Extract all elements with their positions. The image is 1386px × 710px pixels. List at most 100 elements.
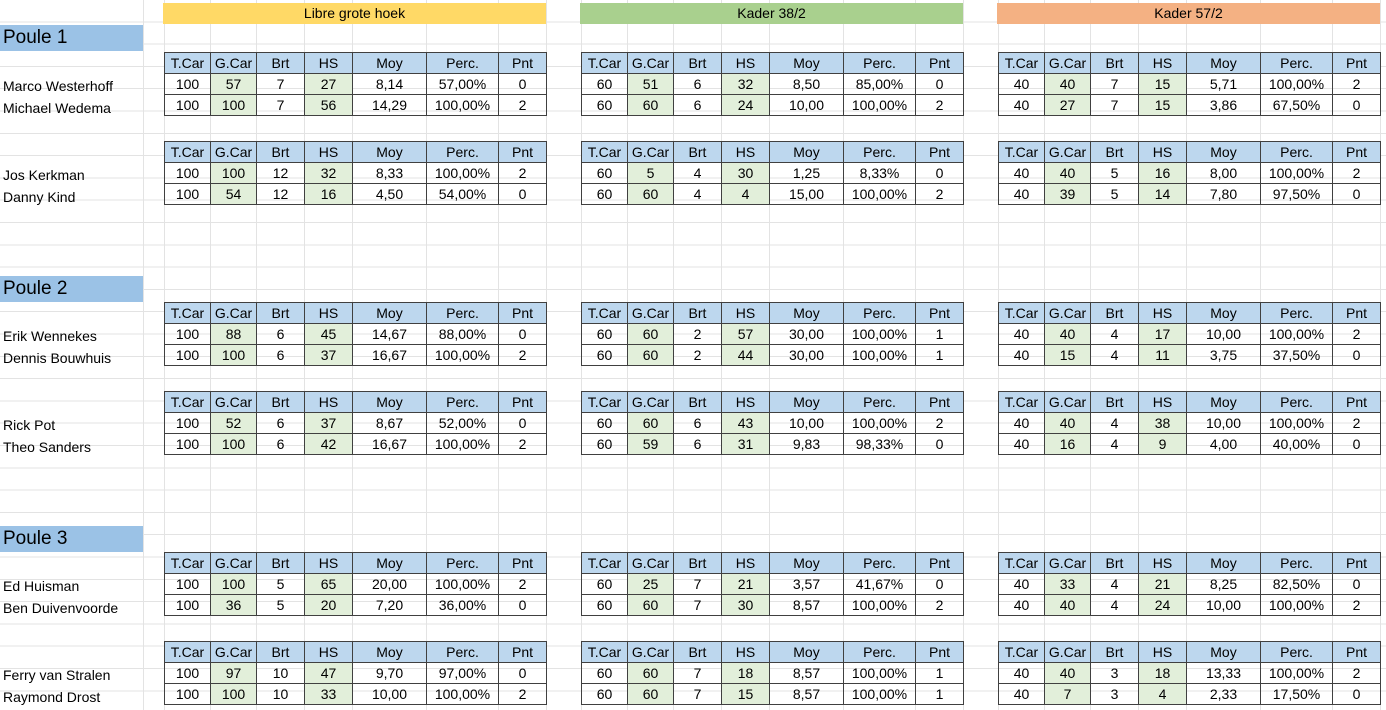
score-cell[interactable]: 11 bbox=[1138, 344, 1187, 366]
score-cell[interactable]: 32 bbox=[721, 73, 770, 95]
score-cell[interactable]: 100 bbox=[164, 94, 211, 116]
score-cell[interactable]: 2 bbox=[673, 323, 722, 345]
score-cell[interactable]: 60 bbox=[627, 683, 674, 705]
score-cell[interactable]: 100,00% bbox=[843, 662, 916, 684]
score-cell[interactable]: 4 bbox=[1090, 573, 1139, 595]
score-cell[interactable]: 17,50% bbox=[1260, 683, 1333, 705]
score-cell[interactable]: 9,70 bbox=[352, 662, 427, 684]
score-cell[interactable]: 6 bbox=[673, 412, 722, 434]
score-cell[interactable]: 31 bbox=[721, 433, 770, 455]
score-cell[interactable]: 57 bbox=[210, 73, 257, 95]
score-cell[interactable]: 40 bbox=[998, 183, 1045, 205]
score-cell[interactable]: 2 bbox=[915, 412, 964, 434]
score-cell[interactable]: 15 bbox=[1044, 344, 1091, 366]
score-cell[interactable]: 2 bbox=[498, 94, 547, 116]
score-cell[interactable]: 40 bbox=[1044, 73, 1091, 95]
score-cell[interactable]: 0 bbox=[1332, 94, 1381, 116]
score-cell[interactable]: 100,00% bbox=[1260, 412, 1333, 434]
score-cell[interactable]: 0 bbox=[498, 662, 547, 684]
score-cell[interactable]: 40 bbox=[998, 594, 1045, 616]
score-cell[interactable]: 7 bbox=[256, 94, 305, 116]
score-cell[interactable]: 14 bbox=[1138, 183, 1187, 205]
score-cell[interactable]: 2 bbox=[915, 94, 964, 116]
score-cell[interactable]: 0 bbox=[498, 183, 547, 205]
score-cell[interactable]: 7 bbox=[1090, 73, 1139, 95]
score-cell[interactable]: 60 bbox=[627, 183, 674, 205]
score-cell[interactable]: 100 bbox=[164, 183, 211, 205]
score-cell[interactable]: 40 bbox=[998, 94, 1045, 116]
score-cell[interactable]: 40 bbox=[998, 73, 1045, 95]
score-cell[interactable]: 8,00 bbox=[1186, 162, 1261, 184]
score-cell[interactable]: 97,00% bbox=[426, 662, 499, 684]
score-cell[interactable]: 8,57 bbox=[769, 594, 844, 616]
score-cell[interactable]: 2 bbox=[1332, 662, 1381, 684]
score-cell[interactable]: 5 bbox=[256, 573, 305, 595]
score-cell[interactable]: 100 bbox=[164, 683, 211, 705]
score-cell[interactable]: 7 bbox=[673, 573, 722, 595]
score-cell[interactable]: 40 bbox=[1044, 594, 1091, 616]
score-cell[interactable]: 60 bbox=[581, 433, 628, 455]
score-cell[interactable]: 6 bbox=[256, 344, 305, 366]
score-cell[interactable]: 21 bbox=[1138, 573, 1187, 595]
score-cell[interactable]: 60 bbox=[581, 183, 628, 205]
score-cell[interactable]: 0 bbox=[1332, 433, 1381, 455]
score-cell[interactable]: 5 bbox=[1090, 162, 1139, 184]
score-cell[interactable]: 37,50% bbox=[1260, 344, 1333, 366]
score-cell[interactable]: 2 bbox=[498, 162, 547, 184]
score-cell[interactable]: 4 bbox=[673, 162, 722, 184]
score-cell[interactable]: 54 bbox=[210, 183, 257, 205]
score-cell[interactable]: 8,14 bbox=[352, 73, 427, 95]
score-cell[interactable]: 60 bbox=[581, 594, 628, 616]
score-cell[interactable]: 47 bbox=[304, 662, 353, 684]
score-cell[interactable]: 40 bbox=[998, 662, 1045, 684]
score-cell[interactable]: 0 bbox=[498, 412, 547, 434]
score-cell[interactable]: 15 bbox=[1138, 73, 1187, 95]
score-cell[interactable]: 30 bbox=[721, 594, 770, 616]
score-cell[interactable]: 0 bbox=[915, 162, 964, 184]
score-cell[interactable]: 10 bbox=[256, 683, 305, 705]
score-cell[interactable]: 40 bbox=[998, 162, 1045, 184]
score-cell[interactable]: 6 bbox=[256, 412, 305, 434]
score-cell[interactable]: 56 bbox=[304, 94, 353, 116]
score-cell[interactable]: 3,57 bbox=[769, 573, 844, 595]
score-cell[interactable]: 3,75 bbox=[1186, 344, 1261, 366]
score-cell[interactable]: 5 bbox=[627, 162, 674, 184]
score-cell[interactable]: 60 bbox=[581, 683, 628, 705]
score-cell[interactable]: 57 bbox=[721, 323, 770, 345]
score-cell[interactable]: 2 bbox=[1332, 73, 1381, 95]
score-cell[interactable]: 4 bbox=[1090, 594, 1139, 616]
score-cell[interactable]: 52 bbox=[210, 412, 257, 434]
score-cell[interactable]: 100,00% bbox=[843, 412, 916, 434]
score-cell[interactable]: 100 bbox=[164, 73, 211, 95]
score-cell[interactable]: 67,50% bbox=[1260, 94, 1333, 116]
score-cell[interactable]: 100 bbox=[164, 412, 211, 434]
score-cell[interactable]: 2 bbox=[1332, 594, 1381, 616]
score-cell[interactable]: 10 bbox=[256, 662, 305, 684]
score-cell[interactable]: 2 bbox=[915, 594, 964, 616]
score-cell[interactable]: 0 bbox=[498, 323, 547, 345]
score-cell[interactable]: 57,00% bbox=[426, 73, 499, 95]
score-cell[interactable]: 2 bbox=[498, 573, 547, 595]
score-cell[interactable]: 40 bbox=[998, 412, 1045, 434]
score-cell[interactable]: 3,86 bbox=[1186, 94, 1261, 116]
score-cell[interactable]: 16 bbox=[1138, 162, 1187, 184]
score-cell[interactable]: 100,00% bbox=[1260, 162, 1333, 184]
score-cell[interactable]: 60 bbox=[627, 662, 674, 684]
score-cell[interactable]: 7,80 bbox=[1186, 183, 1261, 205]
score-cell[interactable]: 100,00% bbox=[1260, 594, 1333, 616]
score-cell[interactable]: 32 bbox=[304, 162, 353, 184]
score-cell[interactable]: 24 bbox=[721, 94, 770, 116]
score-cell[interactable]: 100 bbox=[210, 573, 257, 595]
score-cell[interactable]: 40 bbox=[998, 344, 1045, 366]
score-cell[interactable]: 8,57 bbox=[769, 662, 844, 684]
score-cell[interactable]: 100 bbox=[210, 162, 257, 184]
score-cell[interactable]: 1 bbox=[915, 323, 964, 345]
score-cell[interactable]: 17 bbox=[1138, 323, 1187, 345]
score-cell[interactable]: 7 bbox=[673, 662, 722, 684]
score-cell[interactable]: 82,50% bbox=[1260, 573, 1333, 595]
score-cell[interactable]: 16 bbox=[304, 183, 353, 205]
score-cell[interactable]: 5 bbox=[256, 594, 305, 616]
score-cell[interactable]: 100,00% bbox=[426, 683, 499, 705]
score-cell[interactable]: 7 bbox=[1090, 94, 1139, 116]
score-cell[interactable]: 43 bbox=[721, 412, 770, 434]
